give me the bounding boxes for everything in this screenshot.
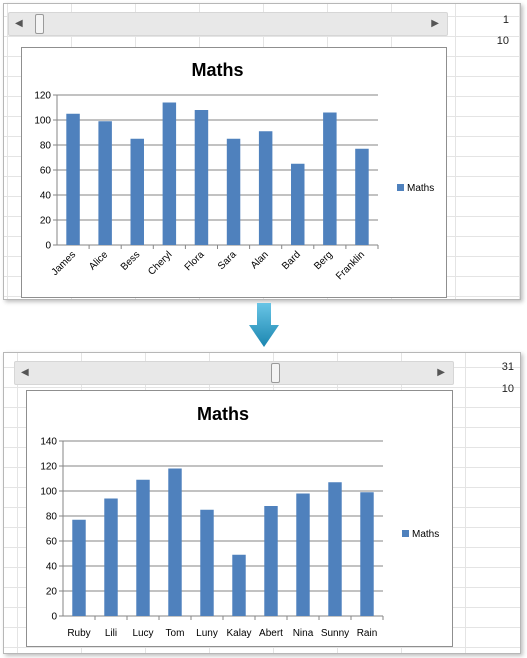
x-tick-label: James: [50, 249, 79, 278]
triangle-left-icon[interactable]: ◀: [15, 18, 23, 29]
bar[interactable]: [200, 509, 214, 616]
scrollbar-thumb[interactable]: [271, 363, 280, 383]
triangle-left-icon[interactable]: ◀: [21, 367, 29, 378]
legend-swatch: [402, 530, 409, 537]
spreadsheet-panel-after: ◀ ▶ 31 10 Maths 0 20 40 60 80 100 120 140 Ruby Lil…: [3, 352, 521, 654]
legend-label: Maths: [407, 183, 434, 194]
cell-value-index[interactable]: 1: [502, 14, 509, 26]
bar[interactable]: [232, 554, 246, 616]
y-tick-label: 40: [46, 562, 58, 573]
bar[interactable]: [130, 138, 144, 245]
bar[interactable]: [355, 148, 369, 245]
bar[interactable]: [296, 493, 310, 617]
down-arrow-icon: [249, 303, 279, 347]
bar-chart: Maths 0 20 40 60 80 100 120 140 Ruby Lili Lucy Tom Lu…: [40, 404, 439, 639]
bar[interactable]: [162, 102, 177, 246]
legend-swatch: [397, 184, 404, 191]
cell-value-index[interactable]: 31: [501, 361, 514, 373]
bar[interactable]: [258, 131, 273, 245]
x-tick-label: Kalay: [226, 628, 251, 639]
bar[interactable]: [104, 498, 118, 617]
y-tick-label: 20: [40, 216, 52, 227]
x-tick-label: Franklin: [334, 249, 367, 282]
x-tick-label: Cheryl: [146, 249, 174, 277]
bar[interactable]: [72, 519, 86, 616]
chart-title: Maths: [197, 404, 249, 424]
legend-label: Maths: [412, 529, 439, 540]
x-tick-label: Lili: [105, 628, 117, 639]
y-tick-label: 40: [40, 191, 52, 202]
bar[interactable]: [291, 163, 305, 245]
x-tick-label: Rain: [357, 628, 378, 639]
y-tick-label: 80: [46, 512, 58, 523]
chart-area[interactable]: Maths 0 20 40 60 80 100 120 James Alice Bess Cheryl…: [21, 47, 447, 298]
bar[interactable]: [226, 138, 241, 245]
bar[interactable]: [323, 112, 337, 246]
y-tick-label: 140: [40, 437, 57, 448]
x-tick-label: Abert: [259, 628, 283, 639]
y-tick-label: 80: [40, 141, 52, 152]
x-tick-label: Tom: [166, 628, 185, 639]
chart-title: Maths: [191, 60, 243, 80]
bar[interactable]: [168, 468, 182, 617]
x-tick-label: Bard: [280, 249, 303, 272]
y-tick-label: 120: [34, 91, 51, 102]
x-tick-label: Alice: [87, 249, 110, 272]
x-tick-label: Ruby: [67, 628, 90, 639]
bar[interactable]: [66, 113, 80, 245]
x-tick-label: Berg: [312, 249, 335, 272]
y-tick-label: 60: [40, 166, 52, 177]
x-tick-label: Bess: [119, 249, 143, 273]
x-tick-label: Sunny: [321, 628, 349, 639]
triangle-right-icon[interactable]: ▶: [431, 18, 439, 29]
x-tick-label: Luny: [196, 628, 218, 639]
horizontal-scrollbar[interactable]: ◀ ▶: [8, 12, 448, 36]
bar[interactable]: [264, 506, 278, 616]
cell-value-count[interactable]: 10: [501, 383, 514, 395]
chart-area[interactable]: Maths 0 20 40 60 80 100 120 140 Ruby Lili Lucy Tom Lu…: [26, 390, 453, 647]
x-tick-label: Sara: [216, 249, 239, 272]
y-tick-label: 120: [40, 462, 57, 473]
y-tick-label: 60: [46, 537, 58, 548]
y-tick-label: 100: [34, 116, 51, 127]
y-tick-label: 100: [40, 487, 57, 498]
triangle-right-icon[interactable]: ▶: [437, 367, 445, 378]
spreadsheet-panel-before: ◀ ▶ 1 10 Maths 0 20 40 60 80 100 120 James Alice B…: [3, 3, 521, 300]
x-tick-label: Lucy: [132, 628, 153, 639]
y-tick-label: 20: [46, 587, 58, 598]
y-tick-label: 0: [51, 612, 57, 623]
x-tick-label: Alan: [249, 249, 271, 271]
x-tick-label: Nina: [293, 628, 314, 639]
x-tick-label: Flora: [183, 249, 207, 273]
bar[interactable]: [98, 121, 112, 245]
bar[interactable]: [136, 479, 150, 616]
horizontal-scrollbar[interactable]: ◀ ▶: [14, 361, 454, 385]
bar[interactable]: [194, 110, 209, 245]
bar[interactable]: [360, 492, 374, 616]
cell-value-count[interactable]: 10: [496, 35, 509, 47]
y-tick-label: 0: [45, 241, 51, 252]
bar-chart: Maths 0 20 40 60 80 100 120 James Alice Bess Cheryl…: [34, 60, 434, 282]
bar[interactable]: [328, 482, 342, 616]
scrollbar-thumb[interactable]: [35, 14, 44, 34]
